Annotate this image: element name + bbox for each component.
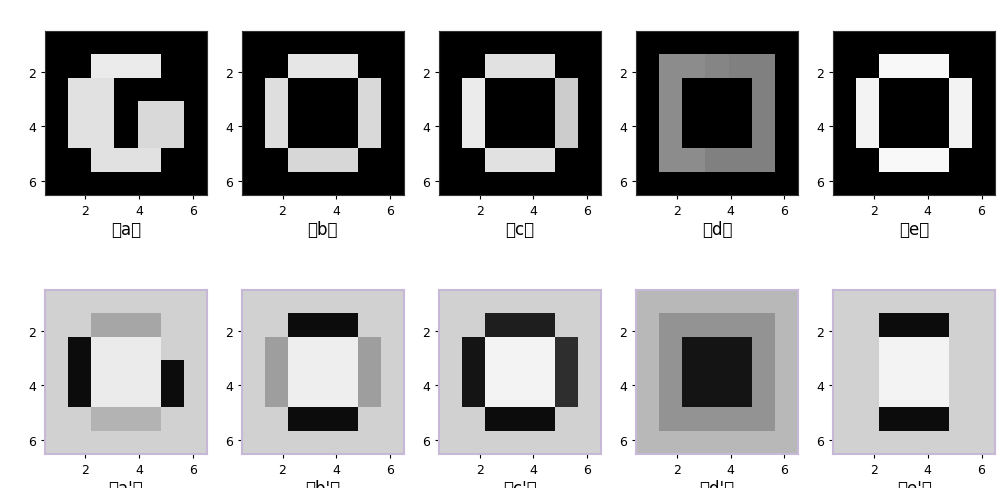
X-axis label: （e'）: （e'） <box>897 479 932 488</box>
X-axis label: （e）: （e） <box>899 220 929 238</box>
X-axis label: （d）: （d） <box>702 220 732 238</box>
X-axis label: （c）: （c） <box>505 220 535 238</box>
X-axis label: （a）: （a） <box>111 220 141 238</box>
X-axis label: （b）: （b） <box>308 220 338 238</box>
X-axis label: （c'）: （c'） <box>503 479 537 488</box>
X-axis label: （d'）: （d'） <box>700 479 735 488</box>
X-axis label: （b'）: （b'） <box>305 479 340 488</box>
X-axis label: （a'）: （a'） <box>108 479 143 488</box>
